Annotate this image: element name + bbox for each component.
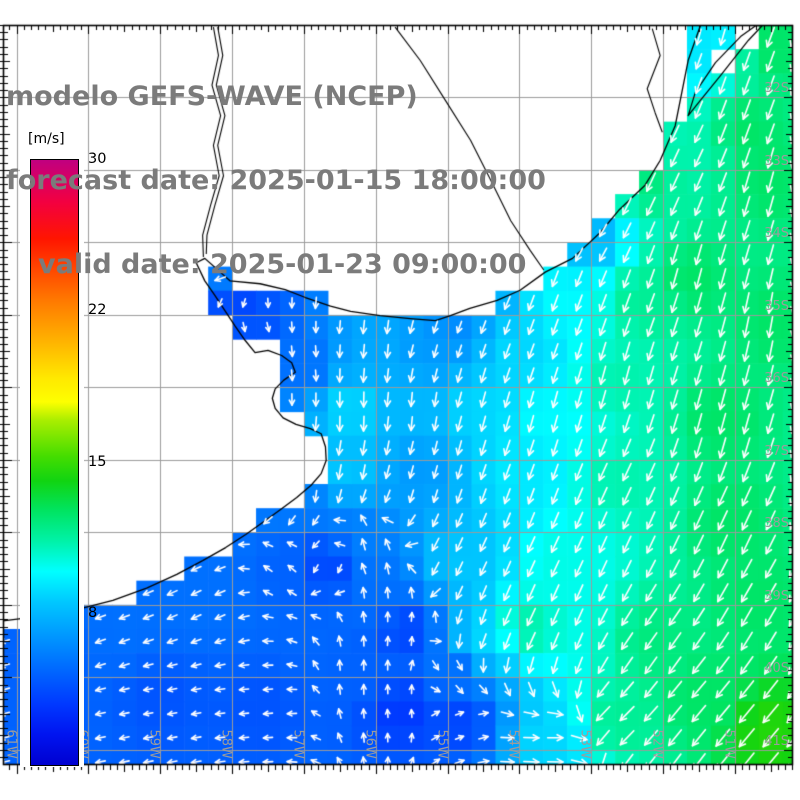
lat-tick-label-33S: 33S xyxy=(764,153,789,169)
colorbar-tick-8: 8 xyxy=(88,604,98,621)
lon-tick-label-55W: 55W xyxy=(434,729,450,759)
lon-tick-label-59W: 59W xyxy=(146,729,162,759)
colorbar-panel: [m/s] xyxy=(20,127,84,767)
lon-tick-label-51W: 51W xyxy=(721,729,737,759)
lat-tick-label-40S: 40S xyxy=(764,661,789,677)
lat-tick-label-35S: 35S xyxy=(764,298,789,314)
valid-date-label: valid date: 2025-01-23 09:00:00 xyxy=(38,249,527,280)
title-block: modelo GEFS-WAVE (NCEP) forecast date: 2… xyxy=(6,27,546,335)
lat-tick-label-38S: 38S xyxy=(764,516,789,532)
lat-tick-label-32S: 32S xyxy=(764,81,789,97)
lat-tick-label-36S: 36S xyxy=(764,371,789,387)
lon-tick-label-52W: 52W xyxy=(649,729,665,759)
lon-tick-label-58W: 58W xyxy=(218,729,234,759)
lon-tick-label-56W: 56W xyxy=(362,729,378,759)
lat-tick-label-39S: 39S xyxy=(764,588,789,604)
lat-tick-label-34S: 34S xyxy=(764,226,789,242)
colorbar-tick-15: 15 xyxy=(88,453,107,470)
lon-tick-label-61W: 61W xyxy=(3,729,19,759)
lat-tick-label-41S: 41S xyxy=(764,733,789,749)
lon-tick-label-54W: 54W xyxy=(505,729,521,759)
lon-tick-label-53W: 53W xyxy=(577,729,593,759)
lat-tick-label-37S: 37S xyxy=(764,443,789,459)
colorbar-tick-30: 30 xyxy=(88,151,107,167)
colorbar-unit-label: [m/s] xyxy=(28,131,65,147)
model-title: modelo GEFS-WAVE (NCEP) xyxy=(6,81,418,112)
colorbar-gradient xyxy=(30,159,79,766)
forecast-date-label: forecast date: 2025-01-15 18:00:00 xyxy=(6,165,546,196)
lon-tick-label-57W: 57W xyxy=(290,729,306,759)
colorbar-tick-22: 22 xyxy=(88,302,107,319)
